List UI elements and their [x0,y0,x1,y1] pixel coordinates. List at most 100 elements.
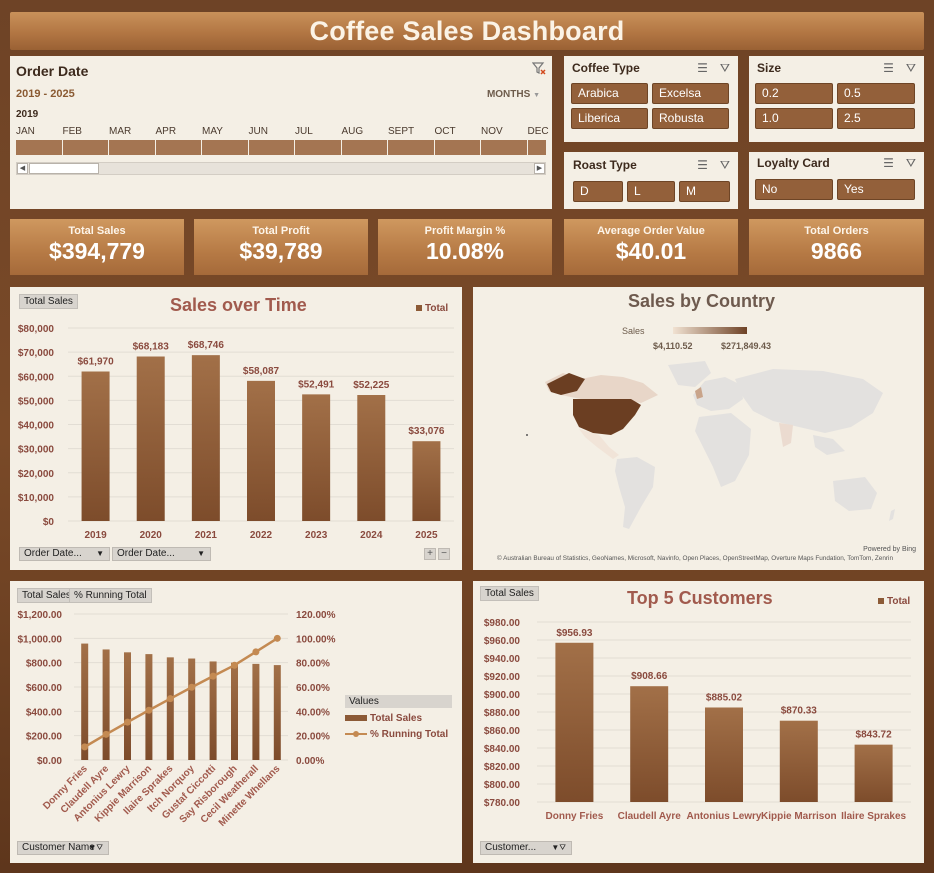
scroll-right-icon[interactable]: ▶ [534,163,545,174]
slicer-item-1-0[interactable]: 1.0 [755,108,833,129]
bar [81,371,110,521]
kpi-profit-margin: Profit Margin % 10.08% [378,219,552,275]
expand-button[interactable]: + [424,548,436,560]
slicer-item-0-5[interactable]: 0.5 [837,83,915,104]
world-map[interactable] [473,287,924,570]
collapse-button[interactable]: − [438,548,450,560]
slicer-size[interactable]: Size ☰ ⛛ 0.2 0.5 1.0 2.5 [749,56,924,142]
region-india [779,423,793,447]
slicer-loyalty-card[interactable]: Loyalty Card ☰ ⛛ No Yes [749,152,924,209]
slicer-item-l[interactable]: L [627,181,675,202]
multi-select-icon[interactable]: ☰ [697,158,708,172]
scroll-thumb[interactable] [29,163,99,174]
y-tick-label: $860.00 [484,726,521,737]
region-new-zealand [889,509,895,521]
multi-select-icon[interactable]: ☰ [883,61,894,75]
y2-tick-label: 0.00% [296,756,324,767]
timeline-segment-divider [61,140,63,155]
legend-swatch [416,305,422,311]
region-alaska [547,373,585,395]
clear-filter-icon[interactable]: ⛛ [905,61,916,75]
y-tick-label: $900.00 [484,690,521,701]
slicer-item-yes[interactable]: Yes [837,179,915,200]
multi-select-icon[interactable]: ☰ [883,156,894,170]
scroll-left-icon[interactable]: ◀ [17,163,28,174]
timeline-month[interactable]: OCT [434,126,456,137]
y-tick-label: $920.00 [484,672,521,683]
slicer-item-0-2[interactable]: 0.2 [755,83,833,104]
clear-filter-icon[interactable]: ⛛ [719,158,730,172]
timeline-month[interactable]: FEB [62,126,82,137]
top-5-plot: $780.00 $800.00 $820.00 $840.00 $860.00 $880.… [484,618,911,822]
timeline-title: Order Date [16,63,89,79]
top-5-customers-chart[interactable]: Total Sales Top 5 Customers Total $780.0… [473,581,924,863]
slicer-item-no[interactable]: No [755,179,833,200]
y2-tick-label: 20.00% [296,732,330,743]
y2-tick-label: 40.00% [296,707,330,718]
timeline-level-dropdown[interactable]: MONTHS ▼ [487,89,540,100]
filter-icon: ▼⛛ [551,843,566,852]
bar [191,355,220,521]
data-label: $843.72 [856,730,893,741]
timeline-month[interactable]: MAY [202,126,223,137]
pareto-chart[interactable]: Total Sales % Running Total $0.00 $200.00… [10,581,462,863]
slicer-item-liberica[interactable]: Liberica [571,108,648,129]
slicer-item-arabica[interactable]: Arabica [571,83,648,104]
timeline-month[interactable]: AUG [341,126,364,137]
y-tick-label: $800.00 [26,659,63,670]
legend-title: Values [345,695,452,708]
slicer-item-robusta[interactable]: Robusta [652,108,729,129]
customer-filter[interactable]: Customer... ▼⛛ [480,841,572,855]
slicer-item-m[interactable]: M [679,181,730,202]
clear-filter-icon[interactable] [532,62,546,75]
slicer-item-d[interactable]: D [573,181,623,202]
filter-icon: ▼⛛ [88,843,103,852]
field-tag-total-sales[interactable]: Total Sales [17,588,76,603]
order-date-filter-2[interactable]: Order Date... ▼ [112,547,211,561]
y2-tick-label: 60.00% [296,683,330,694]
kpi-value: 10.08% [425,238,504,264]
filter-label: Order Date... [24,548,82,559]
timeline-month[interactable]: NOV [481,126,503,137]
slicer-item-excelsa[interactable]: Excelsa [652,83,729,104]
field-tag-total-sales[interactable]: Total Sales [19,294,78,309]
region-mexico [579,429,619,459]
multi-select-icon[interactable]: ☰ [697,61,708,75]
customer-name-filter[interactable]: Customer Name ▼⛛ [17,841,109,855]
timeline-bar[interactable] [16,140,546,155]
sales-by-country-map[interactable]: Sales by Country Sales $4,110.52 $271,84… [473,287,924,570]
sales-over-time-plot: $0 $10,000 $20,000 $30,000 $40,000 $50,000 $60… [18,324,454,541]
sales-over-time-chart[interactable]: Total Sales Sales over Time Total $0 $10,… [10,287,462,570]
dashboard-title-bar: Coffee Sales Dashboard [10,12,924,50]
field-tag-running-total[interactable]: % Running Total [69,588,152,603]
y-tick-label: $50,000 [18,396,55,407]
slicer-roast-type[interactable]: Roast Type ☰ ⛛ D L M [564,152,738,209]
slicer-item-2-5[interactable]: 2.5 [837,108,915,129]
bar [166,657,174,760]
timeline-month[interactable]: APR [155,126,177,137]
y-tick-label: $1,200.00 [18,610,63,621]
clear-filter-icon[interactable]: ⛛ [719,61,730,75]
timeline-month[interactable]: MAR [109,126,132,137]
timeline-month[interactable]: JUN [248,126,268,137]
slicer-coffee-type[interactable]: Coffee Type ☰ ⛛ Arabica Excelsa Liberica … [564,56,738,142]
clear-filter-icon[interactable]: ⛛ [905,156,916,170]
timeline-month[interactable]: SEPT [388,126,415,137]
timeline-month[interactable]: JUL [295,126,313,137]
timeline-segment-divider [201,140,202,155]
bar [124,652,131,760]
bar [630,686,669,802]
timeline-scrollbar[interactable]: ◀ ▶ [16,162,546,175]
timeline-month[interactable]: DEC [527,126,549,137]
timeline-month[interactable]: JAN [16,126,35,137]
kpi-label: Profit Margin % [424,225,506,237]
slicer-title: Roast Type [573,158,637,172]
running-total-point [124,718,131,726]
field-tag-total-sales[interactable]: Total Sales [480,586,539,601]
order-date-timeline[interactable]: Order Date 2019 - 2025 MONTHS ▼ 2019 JAN… [10,56,552,209]
y-tick-label: $820.00 [484,762,521,773]
y-tick-label: $600.00 [26,683,63,694]
order-date-filter-1[interactable]: Order Date... ▼ [19,547,110,561]
chart-title: Sales by Country [628,291,776,311]
map-legend-max: $271,849.43 [721,341,772,351]
